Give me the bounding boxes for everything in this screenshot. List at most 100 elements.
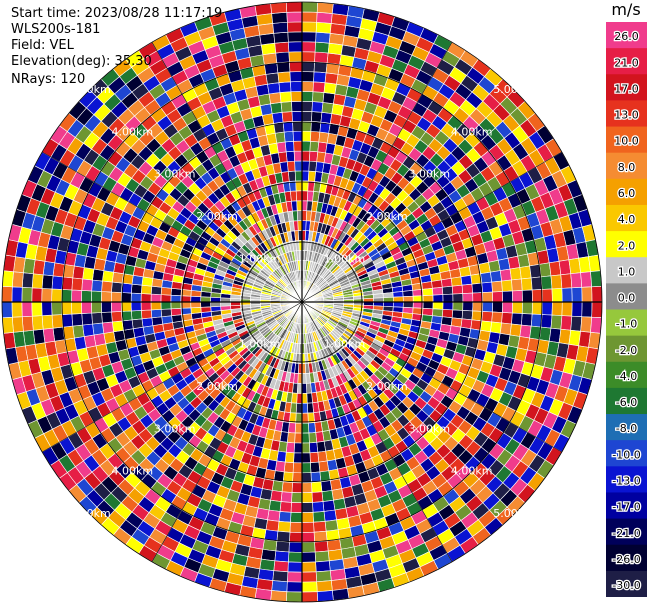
- velocity-gate: [140, 309, 153, 320]
- velocity-gate: [268, 92, 282, 105]
- velocity-gate: [31, 301, 43, 317]
- velocity-gate: [402, 301, 414, 309]
- velocity-gate: [61, 301, 73, 315]
- velocity-gate: [450, 276, 463, 287]
- velocity-gate: [322, 92, 336, 105]
- range-ring-label: 3.00km: [154, 168, 196, 181]
- velocity-gate: [287, 31, 303, 43]
- velocity-gate: [200, 301, 212, 308]
- velocity-gate: [284, 451, 295, 464]
- velocity-gate: [265, 72, 280, 85]
- velocity-gate: [91, 279, 103, 292]
- velocity-gate: [275, 540, 290, 553]
- velocity-gate: [509, 323, 522, 337]
- velocity-gate: [286, 11, 303, 23]
- velocity-gate: [481, 311, 493, 323]
- velocity-gate: [91, 301, 102, 314]
- velocity-gate: [318, 460, 330, 473]
- velocity-gate: [301, 101, 313, 112]
- velocity-gate: [301, 482, 313, 494]
- velocity-gate: [316, 440, 326, 453]
- velocity-gate: [301, 402, 309, 414]
- velocity-gate: [294, 432, 303, 444]
- velocity-gate: [530, 313, 543, 328]
- velocity-gate: [511, 312, 523, 326]
- velocity-gate: [301, 561, 317, 573]
- velocity-gate: [281, 481, 293, 493]
- velocity-gate: [314, 51, 329, 64]
- velocity-gate: [140, 293, 152, 303]
- velocity-gate: [301, 571, 317, 583]
- range-ring-label: 1.00km: [239, 337, 281, 350]
- velocity-gate: [160, 294, 172, 303]
- velocity-gate: [301, 120, 312, 132]
- colorbar-tick-label: -10.0: [612, 448, 640, 461]
- velocity-gate: [310, 131, 321, 143]
- velocity-gate: [308, 160, 318, 172]
- colorbar-tick-label: 10.0: [614, 135, 639, 148]
- velocity-gate: [52, 326, 65, 342]
- colorbar-tick-label: 8.0: [618, 161, 636, 174]
- velocity-gate: [275, 51, 290, 64]
- velocity-gate: [311, 111, 323, 123]
- velocity-gate: [110, 291, 122, 303]
- velocity-gate: [210, 301, 221, 308]
- velocity-gate: [271, 12, 288, 24]
- range-ring-label: 2.00km: [196, 210, 238, 223]
- velocity-gate: [170, 294, 182, 303]
- velocity-gate: [72, 265, 85, 280]
- velocity-gate: [21, 272, 34, 289]
- velocity-gate: [51, 314, 64, 329]
- velocity-gate: [271, 480, 284, 493]
- velocity-gate: [293, 150, 303, 162]
- colorbar-tick-label: -1.0: [616, 318, 637, 331]
- velocity-gate: [71, 277, 83, 291]
- velocity-gate: [52, 262, 65, 278]
- velocity-gate: [550, 314, 563, 330]
- velocity-gate: [101, 280, 113, 293]
- velocity-gate: [383, 296, 394, 303]
- range-ring-label: 5.00km: [493, 507, 535, 520]
- colorbar-unit: m/s: [611, 0, 641, 19]
- velocity-gate: [270, 490, 283, 502]
- velocity-gate: [561, 287, 573, 303]
- velocity-gate: [296, 200, 303, 212]
- velocity-gate: [294, 422, 303, 434]
- velocity-gate: [140, 284, 153, 295]
- colorbar-tick-label: -17.0: [612, 501, 640, 514]
- velocity-gate: [286, 160, 296, 172]
- velocity-gate: [130, 301, 142, 312]
- ppi-velocity-plot: 1.00km 1.00km 1.00km 1.00km 2.00km 2.00km 2.00…: [1, 1, 603, 603]
- velocity-gate: [499, 322, 512, 336]
- velocity-gate: [150, 309, 163, 319]
- velocity-gate: [31, 287, 43, 303]
- velocity-gate: [511, 290, 523, 303]
- velocity-gate: [61, 289, 73, 303]
- velocity-gate: [308, 432, 318, 444]
- velocity-gate: [571, 287, 583, 303]
- velocity-gate: [312, 81, 326, 93]
- colorbar-tick-label: 21.0: [614, 56, 639, 69]
- velocity-gate: [501, 312, 513, 325]
- velocity-gate: [301, 160, 310, 172]
- range-ring-label: 2.00km: [366, 210, 408, 223]
- velocity-gate: [530, 276, 543, 291]
- velocity-gate: [288, 51, 303, 63]
- velocity-gate: [309, 441, 319, 454]
- velocity-gate: [290, 81, 303, 93]
- velocity-gate: [289, 531, 303, 543]
- velocity-gate: [480, 271, 493, 284]
- velocity-gate: [291, 492, 303, 503]
- velocity-gate: [314, 421, 323, 433]
- velocity-gate: [320, 111, 333, 124]
- velocity-gate: [265, 519, 280, 532]
- velocity-gate: [292, 130, 303, 142]
- range-ring-label: 4.00km: [112, 465, 154, 478]
- velocity-gate: [431, 279, 443, 289]
- velocity-gate: [301, 422, 310, 434]
- velocity-gate: [441, 309, 454, 319]
- velocity-gate: [392, 291, 404, 298]
- velocity-gate: [301, 551, 316, 563]
- velocity-gate: [462, 301, 474, 312]
- velocity-gate: [482, 301, 494, 313]
